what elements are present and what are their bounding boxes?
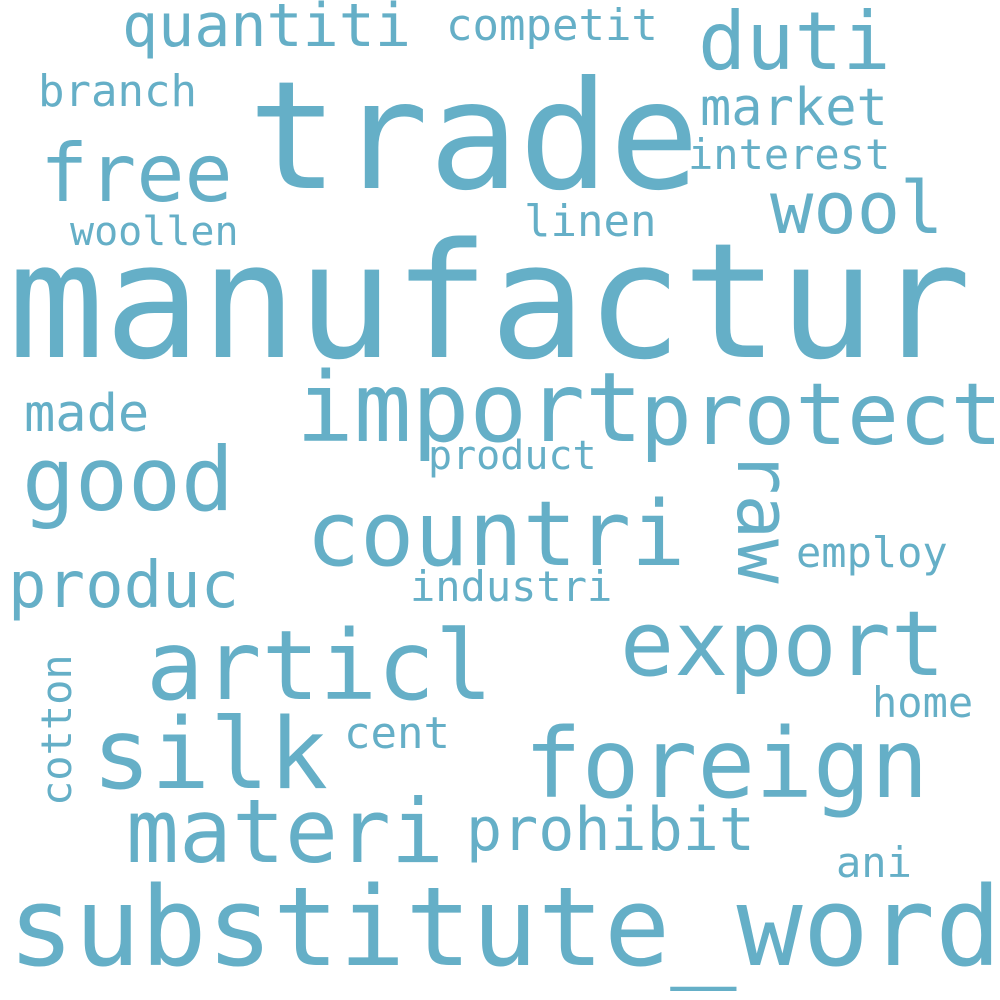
- word-substitute-word: substitute_word: [8, 863, 1000, 991]
- word-interest: interest: [688, 130, 891, 179]
- word-made: made: [24, 384, 150, 444]
- word-industri: industri: [410, 562, 613, 611]
- word-cent: cent: [344, 708, 450, 759]
- word-raw: raw: [720, 450, 806, 584]
- word-home: home: [872, 678, 974, 727]
- word-linen: linen: [524, 196, 657, 247]
- word-free: free: [40, 127, 233, 220]
- word-competit: competit: [446, 0, 658, 51]
- word-market: market: [700, 78, 888, 138]
- word-wool: wool: [770, 166, 944, 250]
- word-duti: duti: [698, 0, 891, 88]
- word-foreign: foreign: [524, 708, 929, 820]
- word-articl: articl: [146, 610, 493, 722]
- word-good: good: [22, 428, 234, 531]
- word-countri: countri: [306, 482, 686, 587]
- word-silk: silk: [92, 698, 329, 812]
- word-woollen: woollen: [70, 209, 239, 255]
- word-cotton: cotton: [32, 654, 81, 806]
- word-manufactur: manufactur: [8, 208, 972, 395]
- word-protect: protect: [640, 365, 1000, 465]
- word-export: export: [620, 592, 946, 697]
- word-employ: employ: [796, 528, 948, 577]
- word-branch: branch: [38, 66, 197, 117]
- word-import: import: [296, 352, 643, 464]
- word-quantiti: quantiti: [122, 0, 411, 61]
- word-product: product: [428, 433, 597, 479]
- word-prohibit: prohibit: [466, 795, 755, 865]
- word-produc: produc: [8, 549, 240, 623]
- word-materi: materi: [126, 780, 444, 883]
- word-trade: trade: [248, 50, 700, 224]
- word-ani: ani: [836, 838, 912, 887]
